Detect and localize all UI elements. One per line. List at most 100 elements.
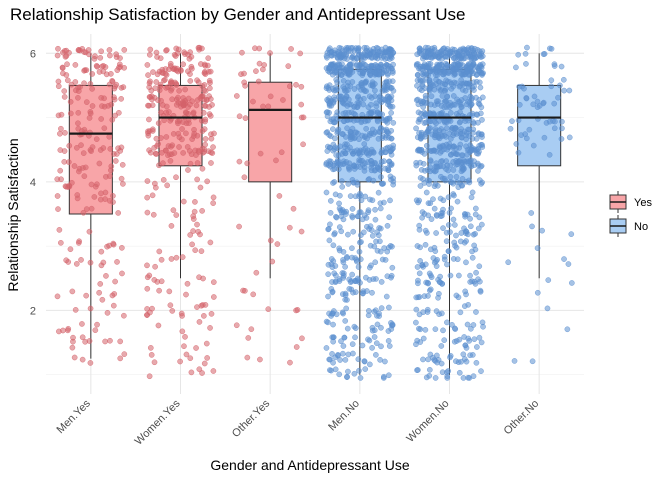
data-point (342, 290, 349, 297)
legend-label: Yes (634, 197, 652, 209)
data-point (561, 87, 567, 94)
x-axis-title: Gender and Antidepressant Use (210, 457, 409, 473)
data-point (443, 141, 450, 148)
data-point (87, 305, 94, 312)
data-point (80, 150, 87, 156)
data-point (476, 214, 483, 221)
data-point (546, 118, 553, 125)
data-point (160, 177, 167, 183)
data-point (346, 72, 352, 78)
data-point (372, 206, 378, 213)
data-point (256, 60, 263, 67)
data-point (350, 179, 357, 186)
data-point (189, 241, 195, 248)
data-point (534, 245, 541, 251)
data-point (339, 131, 346, 137)
data-point (464, 211, 471, 218)
data-point (327, 158, 334, 165)
data-point (422, 261, 429, 268)
data-point (422, 241, 429, 248)
data-point (416, 222, 423, 229)
data-point (146, 373, 153, 380)
data-point (558, 136, 565, 142)
data-point (443, 166, 449, 172)
data-point (473, 359, 480, 366)
data-point (163, 47, 170, 53)
data-point (151, 359, 158, 366)
data-point (189, 65, 195, 72)
data-point (79, 321, 85, 327)
data-point (436, 62, 443, 69)
data-point (328, 256, 335, 262)
data-point (431, 86, 438, 93)
data-point (202, 116, 209, 123)
data-point (332, 354, 339, 361)
data-point (342, 318, 349, 324)
data-point (477, 287, 484, 294)
data-point (534, 98, 541, 105)
data-point (147, 149, 154, 156)
data-point (458, 70, 464, 77)
data-point (202, 71, 209, 77)
data-point (110, 199, 116, 205)
data-point (416, 148, 423, 154)
data-point (165, 143, 172, 149)
data-point (373, 100, 380, 107)
data-point (477, 53, 483, 59)
data-point (376, 313, 382, 319)
data-point (245, 335, 252, 341)
data-point (433, 213, 440, 219)
data-point (461, 239, 468, 246)
data-point (62, 129, 68, 136)
data-point (150, 69, 156, 75)
data-point (162, 76, 168, 83)
data-point (414, 72, 421, 78)
data-point (444, 375, 451, 381)
data-point (359, 157, 365, 164)
data-point (444, 146, 451, 153)
data-point (526, 126, 533, 133)
data-point (177, 358, 183, 365)
data-point (385, 134, 392, 141)
data-point (452, 50, 459, 56)
data-point (176, 134, 183, 141)
data-point (194, 304, 200, 310)
data-point (471, 278, 478, 285)
data-point (336, 371, 343, 378)
data-point (287, 83, 293, 90)
data-point (54, 293, 61, 300)
data-point (565, 261, 572, 267)
data-point (74, 195, 81, 202)
data-point (478, 64, 485, 71)
data-point (335, 126, 342, 133)
data-point (420, 63, 427, 70)
data-point (241, 174, 248, 181)
data-point (456, 369, 463, 376)
data-point (91, 194, 98, 200)
data-point (341, 334, 348, 341)
data-point (479, 117, 485, 123)
data-point (189, 136, 196, 142)
data-point (166, 109, 172, 115)
data-point (345, 351, 352, 358)
data-point (523, 95, 530, 102)
data-point (414, 367, 420, 374)
data-point (440, 225, 446, 231)
data-point (447, 229, 453, 235)
data-point (326, 237, 333, 244)
data-point (441, 256, 448, 263)
data-point (340, 158, 347, 165)
data-point (444, 261, 450, 268)
data-point (175, 99, 182, 106)
data-point (106, 242, 112, 249)
data-point (381, 127, 387, 134)
data-point (360, 55, 366, 61)
data-point (447, 48, 454, 55)
data-point (376, 94, 383, 101)
data-point (511, 358, 518, 364)
data-point (199, 302, 206, 308)
data-point (447, 352, 454, 359)
data-point (340, 78, 347, 84)
data-point (117, 338, 124, 345)
data-point (415, 294, 422, 301)
